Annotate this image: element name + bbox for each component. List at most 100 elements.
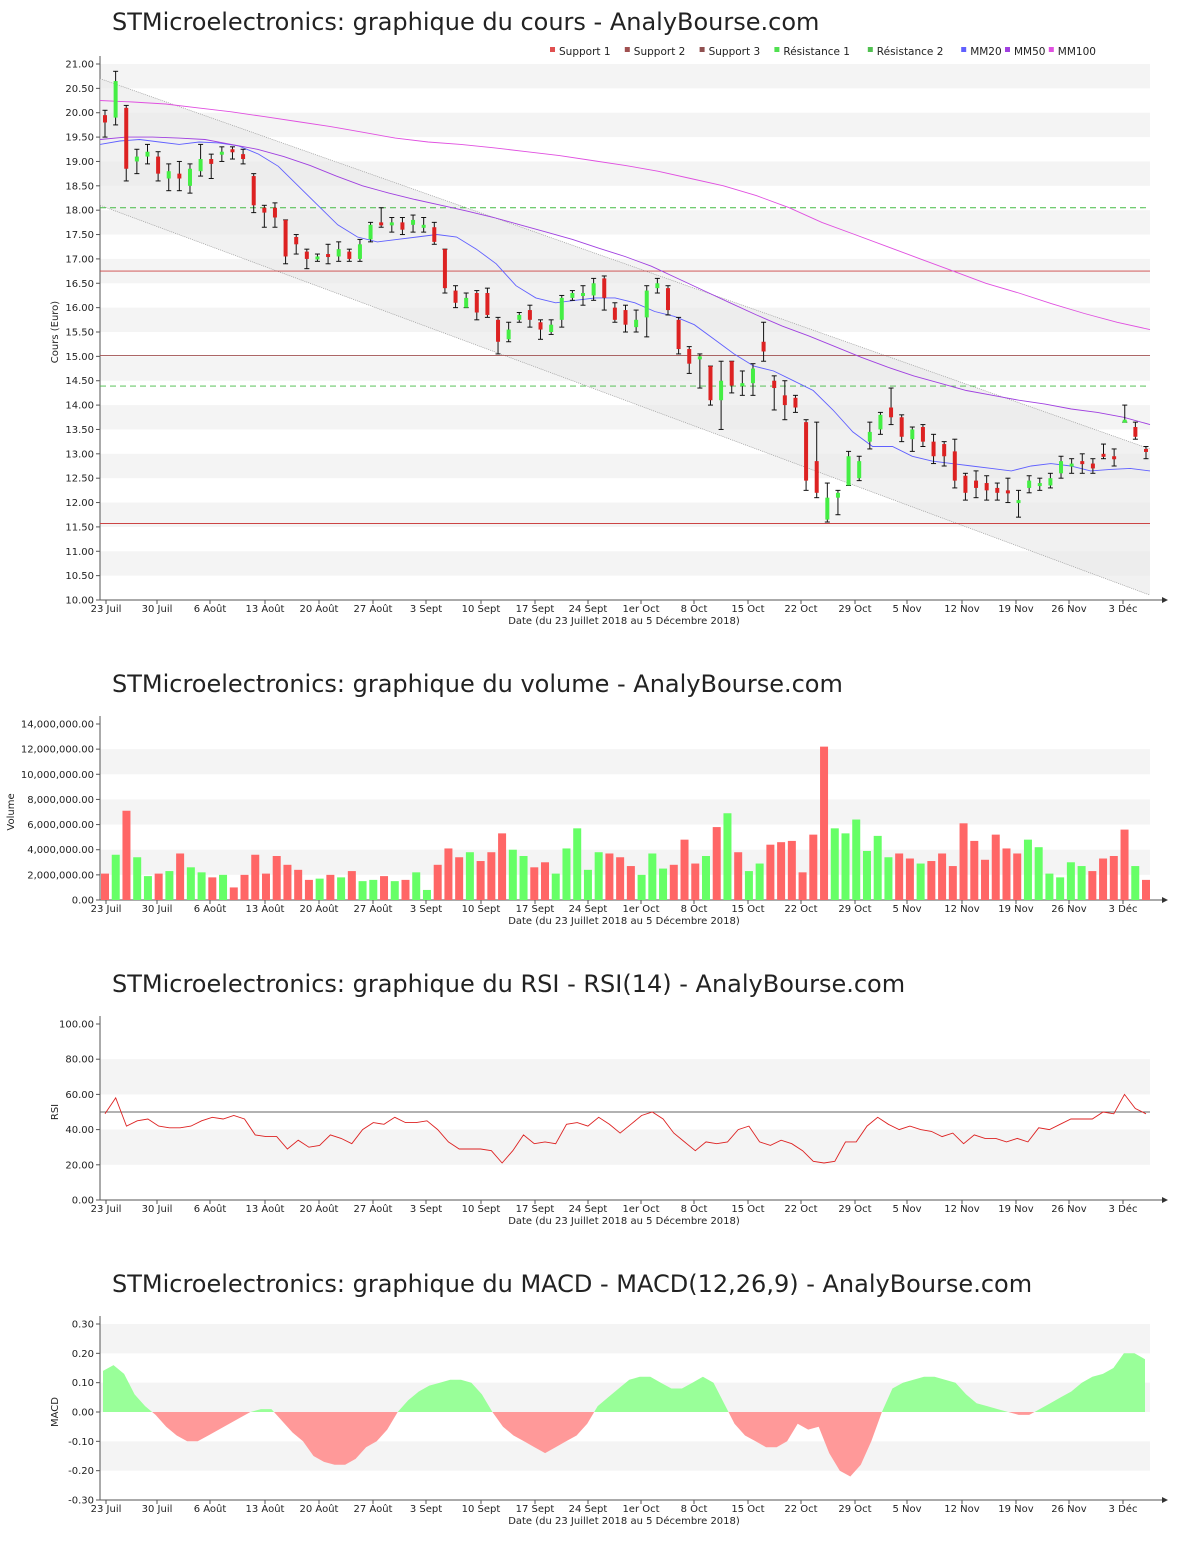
rsi-x-tick-label: 3 Déc bbox=[1109, 1203, 1138, 1215]
rsi-x-tick-label: 20 Août bbox=[300, 1203, 339, 1215]
candle-body bbox=[708, 366, 713, 401]
candle-body bbox=[899, 417, 904, 437]
volume-chart-title: STMicroelectronics: graphique du volume … bbox=[112, 670, 843, 698]
volume-bar bbox=[1034, 847, 1043, 900]
price-x-tick-label: 3 Sept bbox=[410, 604, 442, 615]
candle-body bbox=[602, 278, 607, 298]
volume-y-tick-label: 0.00 bbox=[72, 896, 94, 907]
volume-bar bbox=[551, 873, 560, 900]
price-panel: STMicroelectronics: graphique du cours -… bbox=[0, 0, 1200, 640]
candle-body bbox=[952, 451, 957, 481]
candle-body bbox=[867, 431, 872, 442]
candle-body bbox=[230, 149, 235, 153]
rsi-y-tick-label: 100.00 bbox=[59, 1020, 94, 1031]
volume-bar bbox=[369, 879, 378, 900]
price-y-axis-label: Cours (Euro) bbox=[50, 301, 61, 364]
candle-body bbox=[347, 251, 352, 259]
price-band bbox=[100, 551, 1150, 576]
volume-bar bbox=[133, 857, 142, 900]
macd-x-tick-label: 10 Sept bbox=[462, 1504, 501, 1515]
volume-bar bbox=[1066, 862, 1075, 900]
macd-x-tick-label: 23 Juil bbox=[91, 1504, 122, 1515]
candle-body bbox=[963, 475, 968, 493]
volume-bar bbox=[326, 874, 335, 900]
rsi-x-tick-label: 27 Août bbox=[354, 1203, 393, 1215]
volume-bar bbox=[970, 840, 979, 900]
price-x-tick-label: 24 Sept bbox=[569, 604, 608, 615]
candle-body bbox=[209, 159, 214, 164]
candle-body bbox=[474, 293, 479, 313]
candle-body bbox=[623, 310, 628, 325]
candle-body bbox=[389, 222, 394, 226]
macd-x-tick-label: 5 Nov bbox=[892, 1504, 921, 1515]
candle-body bbox=[920, 427, 925, 442]
price-x-tick-label: 27 Août bbox=[354, 603, 393, 615]
price-y-tick-label: 17.00 bbox=[65, 254, 94, 265]
price-x-tick-label: 10 Sept bbox=[462, 604, 501, 615]
volume-bar bbox=[626, 866, 635, 900]
volume-bar bbox=[165, 871, 174, 900]
macd-x-tick-label: 19 Nov bbox=[998, 1504, 1034, 1515]
volume-bar bbox=[111, 854, 120, 900]
candle-body bbox=[1133, 427, 1138, 437]
rsi-y-tick-label: 20.00 bbox=[65, 1160, 94, 1171]
candle-body bbox=[304, 251, 309, 259]
price-x-tick-label: 5 Nov bbox=[892, 604, 921, 615]
volume-bar bbox=[755, 863, 764, 900]
candle-body bbox=[1112, 456, 1117, 460]
price-x-tick-label: 13 Août bbox=[246, 603, 285, 615]
volume-bar bbox=[219, 874, 228, 900]
volume-x-tick-label: 3 Déc bbox=[1109, 903, 1138, 915]
candle-body bbox=[1005, 490, 1010, 494]
macd-x-tick-label: 27 Août bbox=[354, 1503, 393, 1515]
price-y-tick-label: 19.00 bbox=[65, 157, 94, 168]
volume-x-tick-label: 20 Août bbox=[300, 903, 339, 915]
rsi-band bbox=[100, 1059, 1150, 1095]
volume-bar bbox=[498, 833, 507, 900]
price-x-tick-label: 15 Oct bbox=[731, 604, 764, 615]
legend-swatch bbox=[699, 47, 705, 52]
rsi-x-tick-label: 15 Oct bbox=[731, 1204, 764, 1215]
volume-x-tick-label: 29 Oct bbox=[838, 904, 871, 915]
price-x-arrow bbox=[1162, 597, 1168, 603]
candle-body bbox=[187, 168, 192, 186]
rsi-x-arrow bbox=[1162, 1197, 1168, 1203]
candle-body bbox=[145, 151, 150, 157]
rsi-x-tick-label: 6 Août bbox=[194, 1203, 227, 1215]
macd-y-tick-label: 0.20 bbox=[72, 1349, 94, 1360]
rsi-y-tick-label: 40.00 bbox=[65, 1125, 94, 1136]
legend-swatch bbox=[867, 47, 873, 52]
volume-bar bbox=[358, 881, 367, 900]
volume-bar bbox=[744, 871, 753, 900]
macd-x-tick-label: 6 Août bbox=[194, 1503, 227, 1515]
candle-body bbox=[251, 176, 256, 206]
ma-line-mm50 bbox=[99, 136, 1151, 426]
volume-bar bbox=[240, 874, 249, 900]
volume-bar bbox=[541, 862, 550, 900]
candle-body bbox=[368, 224, 373, 240]
candle-body bbox=[644, 290, 649, 318]
volume-bar bbox=[1013, 853, 1022, 900]
volume-bar bbox=[444, 848, 453, 900]
candle-body bbox=[432, 227, 437, 242]
volume-panel: STMicroelectronics: graphique du volume … bbox=[0, 660, 1200, 950]
candle-body bbox=[1069, 463, 1074, 467]
volume-x-tick-label: 15 Oct bbox=[731, 904, 764, 915]
macd-x-tick-label: 30 Juil bbox=[142, 1504, 173, 1515]
candle-body bbox=[634, 319, 639, 328]
legend-swatch bbox=[1048, 47, 1054, 52]
volume-bar bbox=[669, 864, 678, 900]
volume-bar bbox=[1023, 839, 1032, 900]
volume-bar bbox=[820, 746, 829, 900]
price-y-tick-label: 13.00 bbox=[65, 449, 94, 460]
rsi-x-tick-label: 23 Juil bbox=[91, 1204, 122, 1215]
candle-body bbox=[665, 288, 670, 311]
legend-swatch bbox=[550, 47, 555, 52]
candle-body bbox=[1016, 500, 1021, 504]
candle-body bbox=[113, 81, 118, 118]
volume-bar bbox=[852, 819, 861, 900]
legend-label: Support 3 bbox=[709, 46, 761, 58]
candle-body bbox=[889, 407, 894, 418]
macd-chart: -0.30 -0.20 -0.10 0.00 0.10 0.20 0.30 23 Juil 30… bbox=[50, 1316, 1168, 1527]
macd-positive-area bbox=[1034, 1353, 1145, 1412]
